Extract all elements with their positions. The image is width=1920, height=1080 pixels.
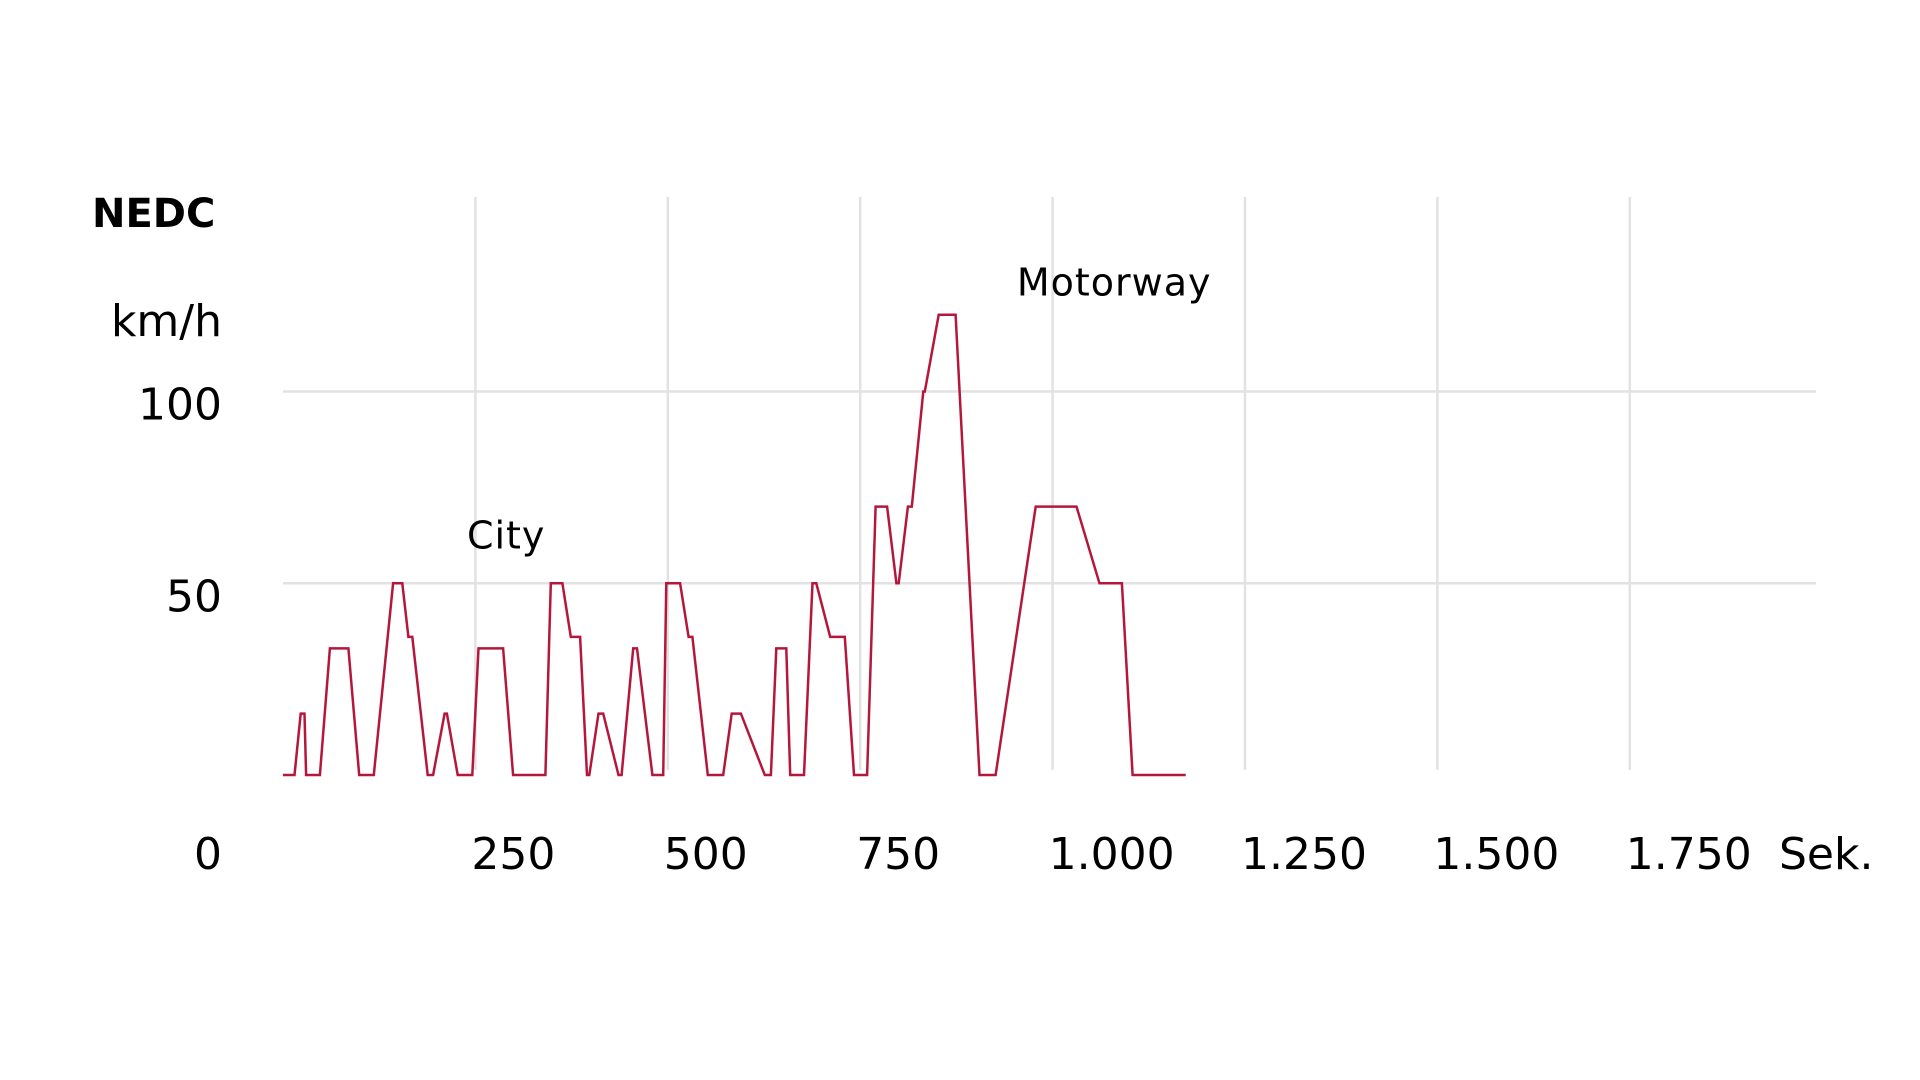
grid-lines xyxy=(283,197,1816,770)
x-tick-label: 500 xyxy=(664,829,748,880)
annotation-label: City xyxy=(467,514,545,558)
x-tick-label: 1.250 xyxy=(1241,829,1367,880)
x-axis-unit-label: Sek. xyxy=(1779,829,1873,880)
tick-labels: 250 500 750 1.000 1.250 1.500 1.750 0 50 100 xyxy=(138,380,1752,881)
x-tick-label: 1.750 xyxy=(1626,829,1752,880)
annotations: City Motorway xyxy=(467,261,1212,558)
x-tick-label: 1.500 xyxy=(1433,829,1559,880)
y-tick-label: 0 xyxy=(194,829,222,880)
y-tick-label: 50 xyxy=(166,571,222,622)
chart-title: NEDC xyxy=(92,191,215,237)
speed-profile-line xyxy=(283,313,1186,777)
y-axis-unit-label: km/h xyxy=(111,296,222,347)
x-tick-label: 1.000 xyxy=(1049,829,1175,880)
x-tick-label: 250 xyxy=(471,829,555,880)
y-tick-label: 100 xyxy=(138,380,222,431)
annotation-label: Motorway xyxy=(1017,261,1212,305)
x-tick-label: 750 xyxy=(856,829,940,880)
label-layer: NEDC km/h Sek. xyxy=(92,191,1873,880)
series-layer xyxy=(283,313,1186,777)
